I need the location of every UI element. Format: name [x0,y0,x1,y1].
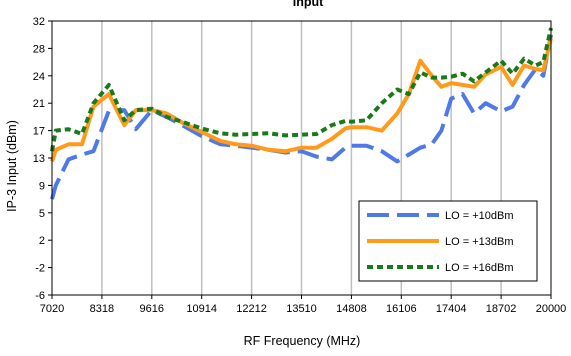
y-axis-label: IP-3 Input (dBm) [5,120,19,212]
y-tick-label: -6 [35,290,45,302]
y-tick-label: 5 [39,208,45,220]
x-tick-label: 8318 [90,303,114,315]
x-tick-label: 17404 [436,303,467,315]
y-tick-label: 17 [33,126,45,138]
x-tick-label: 14808 [336,303,367,315]
series-line-3 [50,27,553,152]
legend-label: LO = +16dBm [445,262,514,274]
y-tick-label: 9 [39,180,45,192]
legend: LO = +10dBm LO = +13dBm LO = +16dBm [358,200,538,282]
series-line-1 [50,34,553,200]
legend-label: LO = +13dBm [445,236,514,248]
x-tick-label: 18702 [486,303,517,315]
y-tick-label: 28 [33,43,45,55]
x-tick-label: 10914 [186,303,217,315]
x-tick-label: 20000 [536,303,567,315]
x-tick-label: 7020 [40,303,64,315]
y-tick-label: -2 [35,263,45,275]
y-tick-label: 32 [33,16,45,28]
y-tick-label: 21 [33,98,45,110]
y-tick-label: 2 [39,235,45,247]
x-axis-label: RF Frequency (MHz) [244,334,361,348]
y-tick-label: 24 [33,71,45,83]
series-lines [50,27,553,200]
x-tick-label: 12212 [236,303,267,315]
series-line-2 [50,37,553,163]
y-tick-label: 13 [33,153,45,165]
legend-label: LO = +10dBm [445,210,514,222]
chart-title: Input [293,0,324,9]
x-tick-label: 13510 [286,303,317,315]
x-tick-label: 9616 [140,303,164,315]
axes: -6 -2 2 5 9 13 17 21 24 28 32 7020 8318 9616 10914 1221… [33,16,567,315]
x-tick-label: 16106 [386,303,417,315]
